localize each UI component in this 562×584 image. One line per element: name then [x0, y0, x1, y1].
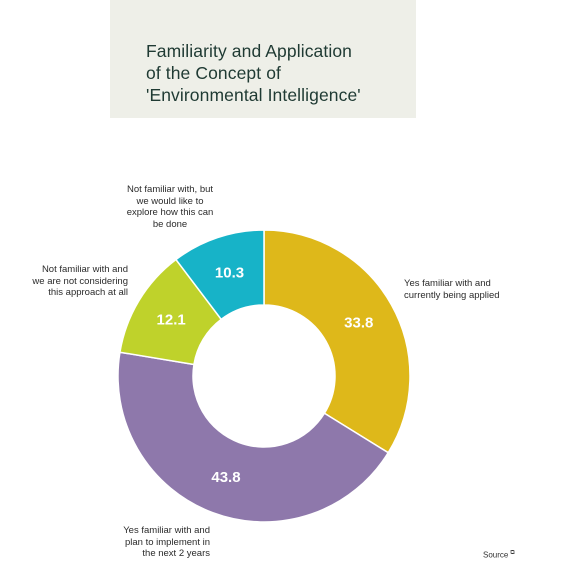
slice-plan — [117, 351, 390, 523]
source-label: Source — [483, 550, 509, 560]
slice-applied — [263, 229, 411, 454]
title-line: of the Concept of — [146, 63, 281, 83]
donut-value-labels: 33.8 43.8 12.1 10.3 — [157, 265, 374, 486]
external-link-icon: ⧉ — [510, 550, 515, 556]
title-box: Familiarity and Application of the Conce… — [110, 0, 416, 118]
source-link[interactable]: Source ⧉ — [483, 550, 515, 560]
slice-value-plan: 43.8 — [211, 469, 240, 486]
slice-label-applied: Yes familiar with and currently being ap… — [404, 278, 500, 301]
slice-label-explore: Not familiar with, but we would like to … — [126, 184, 214, 230]
slice-value-explore: 10.3 — [215, 265, 244, 282]
slice-value-not-considering: 12.1 — [157, 311, 186, 328]
donut-slices — [117, 229, 411, 523]
title-line: 'Environmental Intelligence' — [146, 85, 361, 105]
title-line: Familiarity and Application — [146, 41, 352, 61]
slice-label-plan: Yes familiar with and plan to implement … — [123, 525, 210, 559]
slice-label-not-considering: Not familiar with and we are not conside… — [32, 264, 128, 298]
slice-value-applied: 33.8 — [344, 315, 373, 332]
chart-title: Familiarity and Application of the Conce… — [146, 40, 361, 106]
slice-explore — [174, 229, 265, 321]
